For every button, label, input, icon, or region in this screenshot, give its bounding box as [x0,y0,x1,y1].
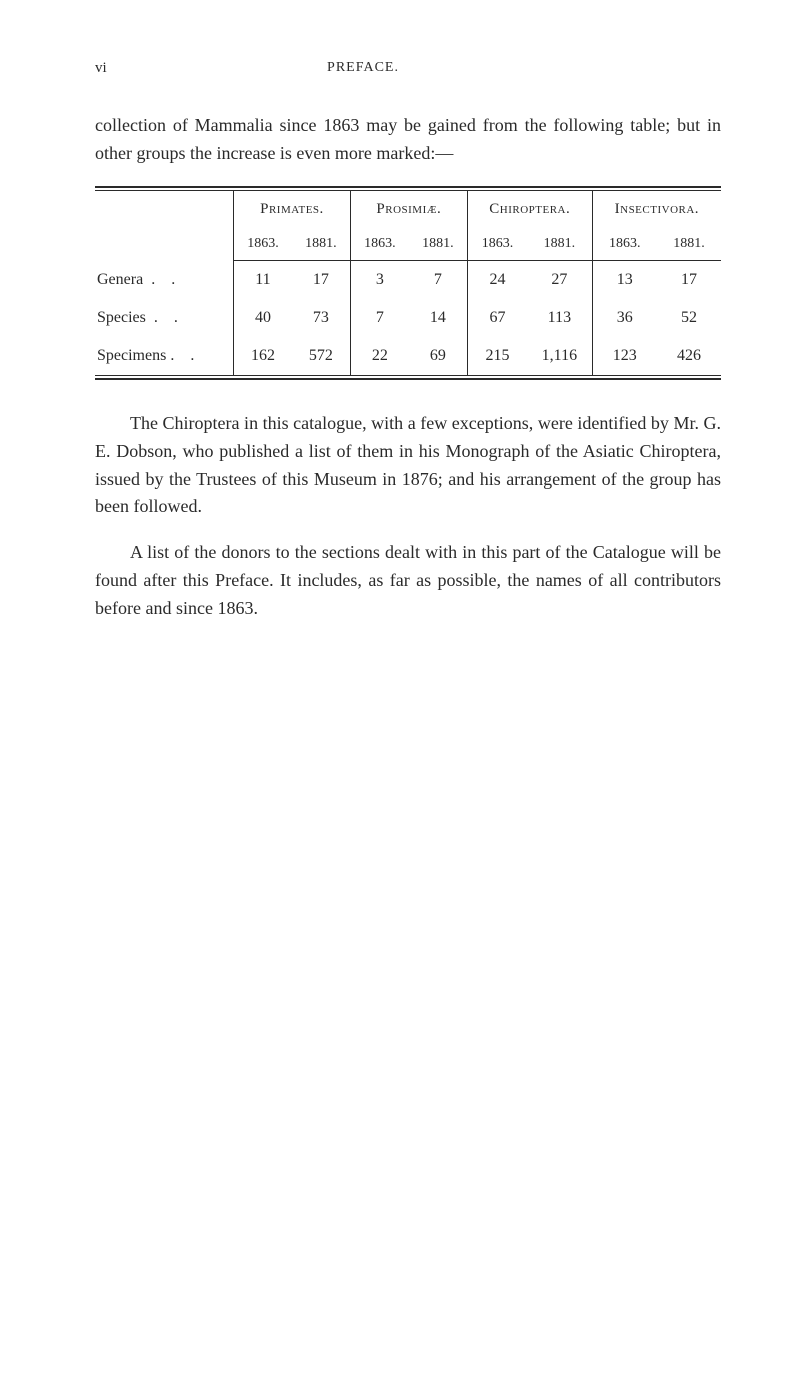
cell: 113 [527,299,592,337]
paragraph-donors: A list of the donors to the sections dea… [95,539,721,623]
year-1-0: 1863. [350,228,408,261]
cell: 24 [467,260,527,299]
year-0-0: 1863. [234,228,292,261]
cell: 17 [292,260,350,299]
year-0-1: 1881. [292,228,350,261]
cell: 73 [292,299,350,337]
cell: 36 [592,299,657,337]
stub-blank [95,191,234,228]
cell: 7 [409,260,467,299]
cell: 69 [409,337,467,375]
cell: 67 [467,299,527,337]
row-label-2: Specimens . . [95,337,234,375]
stub-blank-2 [95,228,234,261]
cell: 426 [657,337,721,375]
cell: 13 [592,260,657,299]
cell: 3 [350,260,408,299]
cell: 40 [234,299,292,337]
cell: 7 [350,299,408,337]
cell: 14 [409,299,467,337]
cell: 1,116 [527,337,592,375]
paragraph-intro: collection of Mammalia since 1863 may be… [95,112,721,168]
row-label-0: Genera . . [95,260,234,299]
row-label-1: Species . . [95,299,234,337]
year-2-0: 1863. [467,228,527,261]
data-table: Primates. Prosimiæ. Chiroptera. Insectiv… [95,191,721,375]
cell: 162 [234,337,292,375]
col-group-2: Chiroptera. [467,191,592,228]
table-row: Genera . . 11 17 3 7 24 27 13 17 [95,260,721,299]
cell: 17 [657,260,721,299]
cell: 123 [592,337,657,375]
table-row: Specimens . . 162 572 22 69 215 1,116 12… [95,337,721,375]
running-head: PREFACE. [327,60,399,77]
year-1-1: 1881. [409,228,467,261]
cell: 22 [350,337,408,375]
paragraph-chiroptera: The Chiroptera in this catalogue, with a… [95,410,721,522]
year-3-0: 1863. [592,228,657,261]
cell: 572 [292,337,350,375]
cell: 27 [527,260,592,299]
cell: 215 [467,337,527,375]
year-2-1: 1881. [527,228,592,261]
cell: 11 [234,260,292,299]
year-3-1: 1881. [657,228,721,261]
table-row: Species . . 40 73 7 14 67 113 36 52 [95,299,721,337]
cell: 52 [657,299,721,337]
col-group-1: Prosimiæ. [350,191,467,228]
col-group-3: Insectivora. [592,191,721,228]
table-bottom-rule-2 [95,378,721,380]
data-table-wrap: Primates. Prosimiæ. Chiroptera. Insectiv… [95,186,721,380]
col-group-0: Primates. [234,191,351,228]
page-number: vi [95,60,107,77]
